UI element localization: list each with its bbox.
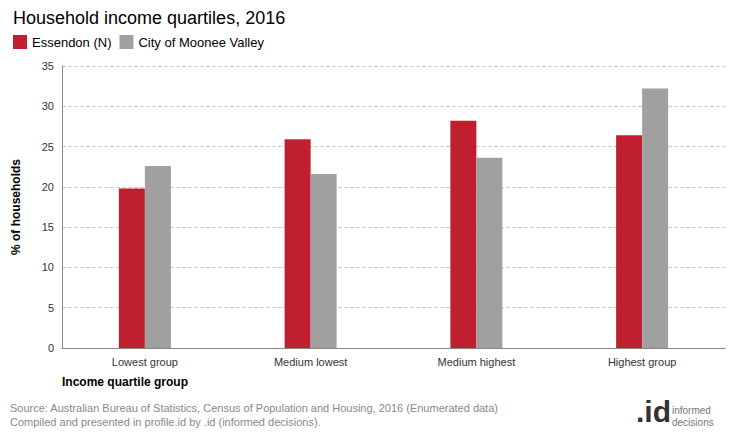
svg-text:35: 35 [42, 60, 54, 72]
svg-text:Household income quartiles, 20: Household income quartiles, 2016 [13, 8, 285, 28]
svg-text:decisions: decisions [672, 417, 714, 428]
svg-text:Source: Australian Bureau of S: Source: Australian Bureau of Statistics,… [10, 402, 498, 414]
svg-text:Income quartile group: Income quartile group [62, 375, 188, 389]
svg-text:Highest group: Highest group [608, 356, 677, 368]
svg-text:.id: .id [636, 395, 671, 428]
svg-text:30: 30 [42, 100, 54, 112]
svg-text:informed: informed [672, 405, 711, 416]
svg-text:10: 10 [42, 261, 54, 273]
svg-text:Medium highest: Medium highest [438, 356, 516, 368]
svg-text:% of households: % of households [9, 159, 23, 255]
svg-text:Compiled and presented in prof: Compiled and presented in profile.id by … [10, 416, 321, 428]
svg-text:25: 25 [42, 141, 54, 153]
svg-text:15: 15 [42, 221, 54, 233]
svg-text:Lowest group: Lowest group [112, 356, 178, 368]
svg-text:City of Moonee Valley: City of Moonee Valley [138, 35, 264, 50]
svg-text:Medium lowest: Medium lowest [274, 356, 347, 368]
svg-text:Essendon (N): Essendon (N) [32, 35, 111, 50]
svg-text:5: 5 [48, 302, 54, 314]
svg-text:0: 0 [48, 342, 54, 354]
svg-text:20: 20 [42, 181, 54, 193]
